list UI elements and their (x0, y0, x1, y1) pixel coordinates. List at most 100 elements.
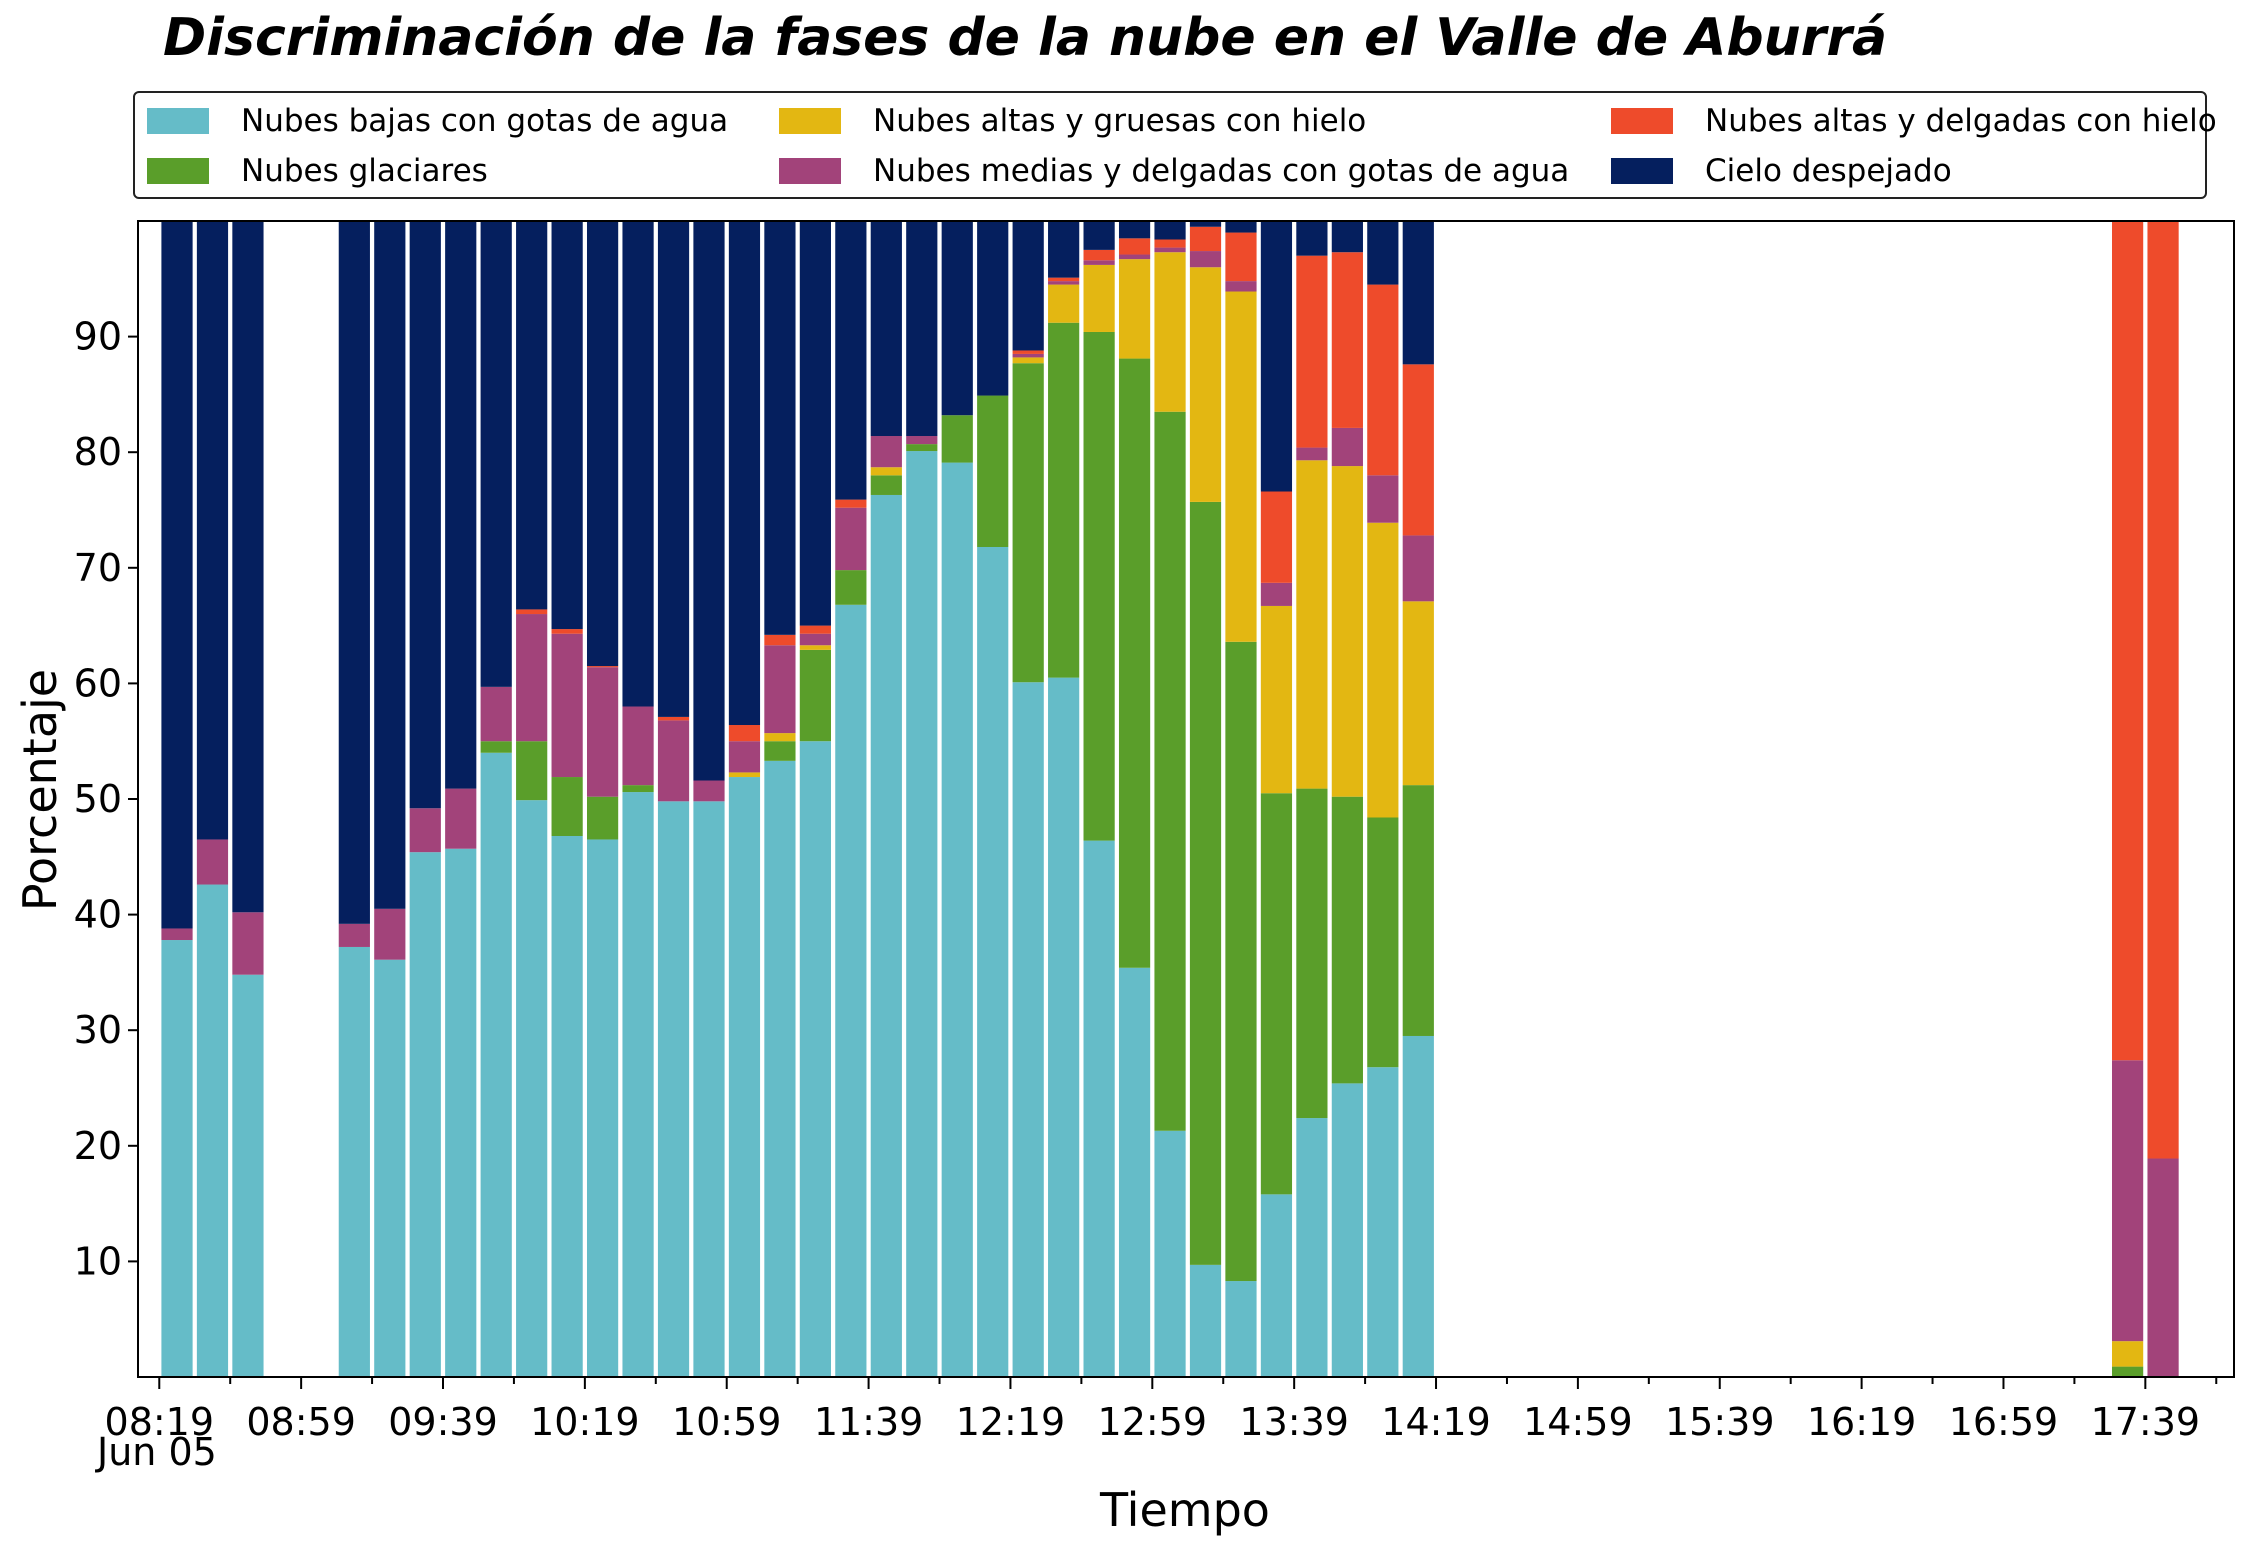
bar-segment (1225, 291, 1257, 642)
legend-item: Cielo despejado (1611, 151, 1952, 191)
bar-segment (657, 720, 690, 802)
y-tick-label: 90 (74, 315, 122, 359)
bar-segment (1189, 1264, 1222, 1377)
legend-swatch (147, 158, 209, 184)
bar-segment (480, 752, 512, 1377)
legend-label: Cielo despejado (1705, 153, 1952, 189)
legend-swatch (779, 158, 841, 184)
bar-segment (1048, 677, 1080, 1377)
bar-segment (657, 716, 690, 721)
x-tick-label: 11:39 (814, 1400, 924, 1444)
bar-segment (196, 884, 229, 1377)
bar-segment (1367, 1067, 1399, 1377)
bar-segment (1331, 796, 1363, 1084)
x-tick-label: 17:39 (2091, 1400, 2201, 1444)
bar-segment (1367, 221, 1399, 285)
bar-segment (196, 839, 229, 885)
bar-segment (622, 785, 654, 793)
bar-segment (232, 221, 264, 913)
bar-segment (516, 800, 548, 1377)
bar-segment (1225, 641, 1257, 1282)
x-tick-label: 10:59 (672, 1400, 782, 1444)
chart-title: Discriminación de la fases de la nube en… (163, 8, 1888, 68)
legend-item: Nubes bajas con gotas de agua (147, 101, 728, 141)
bar-segment (870, 221, 902, 437)
bar-segment (1189, 267, 1222, 502)
bar-segment (728, 772, 761, 778)
bar-segment (835, 604, 867, 1377)
bar-segment (1260, 221, 1293, 492)
bar-segment (1402, 1035, 1434, 1377)
legend-label: Nubes altas y delgadas con hielo (1705, 103, 2217, 139)
x-tick-label: 08:19 (105, 1400, 215, 1444)
bar-segment (1296, 460, 1328, 789)
bar-segment (1118, 358, 1151, 968)
bar-segment (1331, 221, 1363, 253)
bar-segment (1189, 501, 1222, 1265)
bar-segment (1048, 281, 1080, 285)
bar-segment (1083, 331, 1115, 841)
bar-segment (1402, 535, 1434, 602)
bar-segment (551, 777, 583, 836)
y-tick-label: 30 (74, 1008, 122, 1052)
bar-segment (374, 959, 406, 1377)
bar-segment (232, 912, 264, 975)
bar-segment (870, 467, 902, 476)
bar-segment (977, 546, 1009, 1377)
bar-segment (374, 221, 406, 909)
bar-segment (835, 570, 867, 605)
bar-segment (445, 221, 477, 789)
bar-segment (799, 649, 831, 742)
legend-item: Nubes medias y delgadas con gotas de agu… (779, 151, 1569, 191)
bar-segment (1048, 322, 1080, 678)
x-tick-label: 10:19 (530, 1400, 640, 1444)
bar-segment (1012, 221, 1044, 351)
bar-segment (1402, 364, 1434, 536)
bar-segment (799, 625, 831, 634)
y-tick-label: 60 (74, 661, 122, 705)
bar-segment (1154, 247, 1186, 253)
bar-segment (657, 801, 690, 1377)
bar-segment (1402, 785, 1434, 1036)
legend-label: Nubes medias y delgadas con gotas de agu… (873, 153, 1570, 189)
bar-segment (764, 645, 796, 734)
bar-segment (1048, 277, 1080, 282)
x-tick-label: 12:59 (1098, 1400, 1208, 1444)
bar-segment (870, 436, 902, 468)
bar-segment (338, 946, 370, 1377)
bar-segment (1118, 254, 1151, 260)
bar-segment (409, 221, 441, 809)
bar-segment (551, 835, 583, 1377)
bar-segment (906, 436, 938, 445)
legend-label: Nubes bajas con gotas de agua (241, 103, 729, 139)
bar-segment (1331, 466, 1363, 797)
x-tick-label: 16:59 (1949, 1400, 2059, 1444)
y-tick-label: 80 (74, 430, 122, 474)
bar-segment (1296, 788, 1328, 1119)
bar-segment (941, 221, 973, 416)
bar-segment (1367, 284, 1399, 476)
x-tick-label: 12:19 (956, 1400, 1066, 1444)
bar-segment (799, 633, 831, 646)
bar-segment (196, 221, 229, 840)
bar-segment (232, 974, 264, 1377)
bar-segment (1225, 221, 1257, 233)
bar-segment (161, 221, 193, 929)
bar-segment (516, 609, 548, 615)
bar-segment (1402, 601, 1434, 786)
bar-segment (1296, 447, 1328, 461)
bar-segment (586, 666, 619, 668)
bar-segment (906, 221, 938, 437)
x-date-label: Jun 05 (97, 1430, 217, 1474)
bar-segment (1225, 1281, 1257, 1377)
bar-segment (516, 614, 548, 742)
bar-segment (1048, 221, 1080, 278)
bar-segment (1154, 221, 1186, 240)
x-axis-label: Tiempo (1100, 1483, 1270, 1537)
x-tick-label: 14:19 (1381, 1400, 1491, 1444)
bar-segment (835, 499, 867, 508)
bar-segment (764, 221, 796, 635)
y-tick-label: 50 (74, 777, 122, 821)
bar-segment (1012, 350, 1044, 354)
bar-segment (338, 923, 370, 947)
